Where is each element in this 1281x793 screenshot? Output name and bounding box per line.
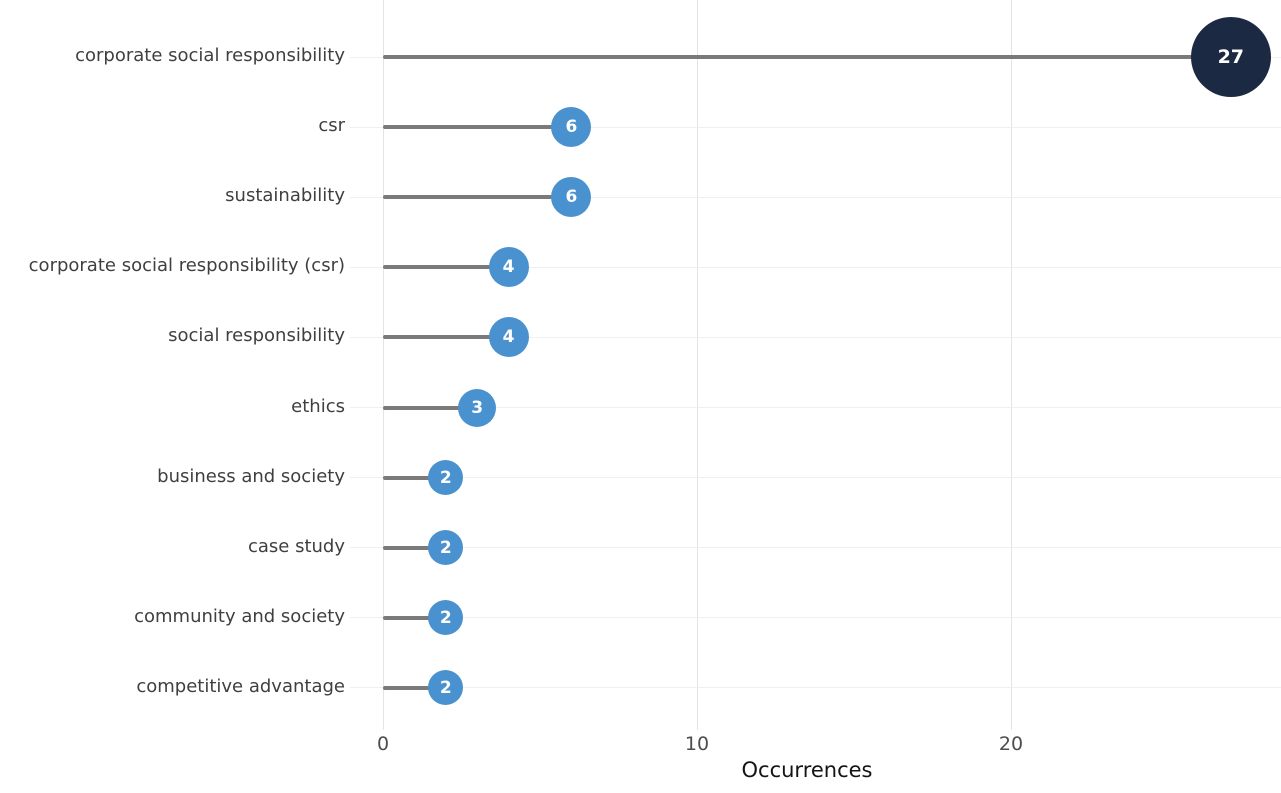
lollipop-stem bbox=[383, 615, 446, 620]
point-value: 2 bbox=[439, 677, 452, 698]
lollipop-stem bbox=[383, 55, 1231, 59]
category-label: corporate social responsibility bbox=[75, 45, 345, 66]
point-value: 4 bbox=[502, 257, 515, 278]
x-axis-title: Occurrences bbox=[741, 758, 873, 782]
lollipop-point: 4 bbox=[488, 317, 529, 358]
lollipop-point: 6 bbox=[551, 177, 592, 218]
category-label: ethics bbox=[291, 395, 345, 417]
x-tick-label: 20 bbox=[998, 733, 1024, 755]
gridline-horizontal bbox=[350, 336, 1281, 338]
category-label: social responsibility bbox=[168, 325, 345, 347]
gridline-horizontal bbox=[350, 617, 1281, 619]
point-value: 4 bbox=[502, 327, 515, 348]
gridline-horizontal bbox=[350, 547, 1281, 549]
gridline-horizontal bbox=[350, 126, 1281, 128]
x-tick-label: 0 bbox=[376, 733, 390, 755]
point-value: 2 bbox=[439, 467, 452, 488]
lollipop-stem bbox=[383, 475, 446, 480]
gridline-vertical bbox=[696, 0, 698, 730]
lollipop-point: 2 bbox=[428, 530, 464, 566]
gridline-horizontal bbox=[350, 407, 1281, 408]
point-value: 3 bbox=[471, 397, 484, 418]
category-label: business and society bbox=[157, 465, 345, 487]
gridline-horizontal bbox=[350, 196, 1281, 198]
category-label: corporate social responsibility (csr) bbox=[28, 255, 345, 277]
lollipop-stem bbox=[383, 685, 446, 690]
lollipop-stem bbox=[383, 335, 509, 340]
lollipop-point: 3 bbox=[458, 388, 497, 427]
point-value: 2 bbox=[439, 607, 452, 628]
lollipop-stem bbox=[383, 125, 572, 130]
lollipop-stem bbox=[383, 405, 478, 410]
gridline-horizontal bbox=[350, 477, 1281, 479]
point-value: 2 bbox=[439, 537, 452, 558]
x-tick-label: 10 bbox=[684, 733, 710, 755]
lollipop-point: 6 bbox=[551, 107, 592, 148]
gridline-vertical bbox=[1010, 0, 1012, 730]
category-label: sustainability bbox=[225, 185, 345, 207]
category-label: community and society bbox=[134, 605, 345, 627]
category-label: csr bbox=[318, 115, 345, 137]
lollipop-stem bbox=[383, 265, 509, 270]
lollipop-point: 2 bbox=[428, 600, 464, 636]
gridline-horizontal bbox=[350, 687, 1281, 689]
point-value: 6 bbox=[565, 187, 578, 208]
lollipop-stem bbox=[383, 545, 446, 550]
gridline-vertical bbox=[382, 0, 384, 730]
point-value: 27 bbox=[1217, 46, 1245, 68]
gridline-horizontal bbox=[350, 266, 1281, 268]
point-value: 6 bbox=[565, 117, 578, 138]
lollipop-stem bbox=[383, 195, 572, 200]
lollipop-point: 2 bbox=[428, 460, 464, 496]
lollipop-point: 27 bbox=[1190, 17, 1271, 97]
category-label: competitive advantage bbox=[136, 675, 345, 697]
category-label: case study bbox=[247, 535, 345, 557]
lollipop-point: 4 bbox=[488, 247, 529, 288]
lollipop-point: 2 bbox=[428, 670, 464, 706]
